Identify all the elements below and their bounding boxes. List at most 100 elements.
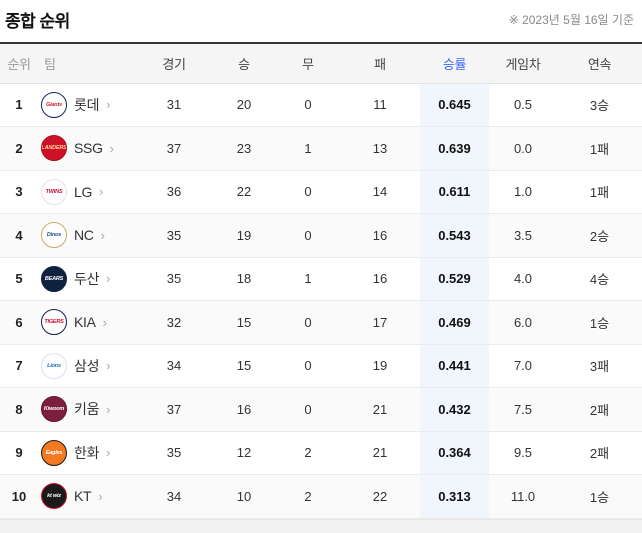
team-name: KIA	[74, 314, 96, 331]
table-row: 3 TWINS LG › 36 22 0 14 0.611 1.0 1패	[0, 170, 642, 214]
wins-cell: 19	[236, 227, 252, 243]
header-row: 순위 팀 경기 승 무 패 승률 게임차 연속	[0, 43, 642, 83]
team-logo-icon: Giants	[41, 91, 67, 118]
games-behind-cell: 0.5	[513, 97, 533, 113]
column-header-games[interactable]: 경기	[162, 56, 186, 72]
team-name: NC	[74, 227, 94, 244]
page-title: 종합 순위	[5, 12, 70, 31]
column-header-wins[interactable]: 승	[238, 56, 250, 72]
team-cell: kt wiz KT ›	[38, 475, 136, 519]
team-link[interactable]: TWINS LG ›	[38, 178, 104, 205]
table-row: 2 LANDERS SSG › 37 23 1 13 0.639 0.0 1패	[0, 126, 642, 171]
team-logo-icon: BEARS	[41, 265, 67, 292]
draws-cell: 0	[304, 358, 312, 374]
team-name: LG	[74, 183, 93, 200]
losses-cell: 16	[372, 271, 388, 287]
team-logo-icon: Lions	[41, 352, 67, 379]
wins-cell: 22	[236, 184, 252, 200]
rank-cell: 6	[15, 314, 23, 330]
team-link[interactable]: Dinos NC ›	[38, 222, 105, 249]
column-header-team: 팀	[44, 56, 56, 72]
team-logo-icon: TIGERS	[41, 309, 67, 336]
games-cell: 31	[166, 97, 182, 113]
games-behind-cell: 7.0	[513, 358, 533, 374]
games-cell: 37	[166, 401, 182, 417]
streak-cell: 3승	[589, 98, 610, 114]
games-cell: 35	[166, 445, 182, 461]
rank-cell: 2	[15, 140, 23, 156]
losses-cell: 14	[372, 184, 388, 200]
wins-cell: 23	[236, 140, 252, 156]
streak-cell: 2패	[589, 402, 610, 418]
games-cell: 35	[166, 227, 182, 243]
draws-cell: 0	[304, 97, 312, 113]
win-rate-cell: 0.313	[420, 474, 489, 518]
title-bar: 종합 순위 ※ 2023년 5월 16일 기준	[0, 0, 642, 42]
streak-cell: 1패	[589, 185, 610, 201]
team-link[interactable]: Eagles 한화 ›	[38, 439, 111, 466]
games-cell: 36	[166, 184, 182, 200]
column-header-losses[interactable]: 패	[374, 56, 386, 72]
team-link[interactable]: Kiwoom 키움 ›	[38, 396, 111, 423]
table-row: 9 Eagles 한화 › 35 12 2 21 0.364 9.5 2패	[0, 431, 642, 475]
chevron-right-icon: ›	[106, 271, 111, 287]
draws-cell: 0	[304, 227, 312, 243]
games-cell: 35	[166, 271, 182, 287]
games-behind-cell: 1.0	[513, 184, 533, 200]
column-header-games-behind[interactable]: 게임차	[505, 56, 541, 72]
team-link[interactable]: TIGERS KIA ›	[38, 309, 107, 336]
draws-cell: 2	[304, 488, 312, 504]
team-cell: Kiwoom 키움 ›	[38, 388, 136, 432]
column-header-streak[interactable]: 연속	[587, 56, 612, 72]
rank-cell: 10	[11, 488, 27, 504]
rank-cell: 1	[15, 97, 23, 113]
chevron-right-icon: ›	[106, 358, 111, 374]
chevron-right-icon: ›	[106, 401, 111, 417]
wins-cell: 12	[236, 445, 252, 461]
column-header-win-rate[interactable]: 승률	[442, 56, 467, 72]
losses-cell: 13	[372, 140, 388, 156]
team-link[interactable]: LANDERS SSG ›	[38, 135, 115, 162]
team-cell: Eagles 한화 ›	[38, 431, 136, 475]
team-name: KT	[74, 488, 92, 505]
wins-cell: 10	[236, 488, 252, 504]
chevron-right-icon: ›	[99, 184, 104, 200]
rank-cell: 5	[15, 271, 23, 287]
team-cell: Lions 삼성 ›	[38, 344, 136, 388]
bottom-strip	[0, 518, 642, 533]
games-behind-cell: 6.0	[513, 314, 533, 330]
draws-cell: 0	[304, 184, 312, 200]
rank-cell: 7	[15, 358, 23, 374]
team-cell: BEARS 두산 ›	[38, 257, 136, 301]
team-logo-icon: Kiwoom	[41, 396, 67, 423]
table-row: 10 kt wiz KT › 34 10 2 22 0.313 11.0 1승	[0, 474, 642, 519]
team-name: 롯데	[74, 96, 100, 113]
team-cell: TIGERS KIA ›	[38, 301, 136, 345]
team-name: 두산	[74, 270, 100, 287]
losses-cell: 11	[373, 97, 387, 113]
team-logo-icon: Eagles	[41, 439, 67, 466]
team-link[interactable]: BEARS 두산 ›	[38, 265, 111, 292]
losses-cell: 21	[372, 401, 388, 417]
team-link[interactable]: kt wiz KT ›	[38, 483, 103, 510]
team-name: 삼성	[74, 357, 100, 374]
chevron-right-icon: ›	[100, 227, 105, 243]
games-behind-cell: 0.0	[513, 140, 533, 156]
games-cell: 34	[166, 358, 182, 374]
losses-cell: 19	[372, 358, 388, 374]
team-link[interactable]: Giants 롯데 ›	[38, 91, 111, 118]
team-link[interactable]: Lions 삼성 ›	[38, 352, 111, 379]
column-header-draws[interactable]: 무	[302, 56, 314, 72]
team-cell: LANDERS SSG ›	[38, 127, 136, 171]
games-cell: 34	[166, 488, 182, 504]
games-cell: 32	[166, 314, 182, 330]
chevron-right-icon: ›	[109, 140, 115, 156]
rank-cell: 3	[15, 184, 23, 200]
win-rate-cell: 0.645	[420, 83, 489, 127]
table-row: 7 Lions 삼성 › 34 15 0 19 0.441 7.0 3패	[0, 344, 642, 388]
team-logo-icon: LANDERS	[41, 135, 67, 162]
games-behind-cell: 7.5	[513, 401, 533, 417]
streak-cell: 2패	[589, 446, 610, 462]
team-logo-icon: TWINS	[41, 178, 67, 205]
win-rate-cell: 0.364	[420, 431, 489, 475]
